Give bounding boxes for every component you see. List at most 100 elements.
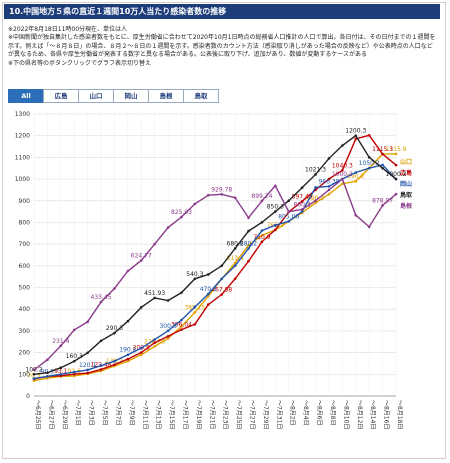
point [274, 228, 277, 232]
point [314, 201, 317, 205]
point [46, 371, 49, 375]
data-label: 624.77 [131, 252, 152, 259]
point [86, 320, 89, 324]
point [113, 287, 116, 290]
filter-button[interactable]: 山口 [78, 89, 114, 103]
point [72, 370, 76, 374]
data-label: 1000.3 [332, 171, 353, 178]
filter-button[interactable]: All [8, 89, 44, 103]
point [354, 213, 358, 217]
series-line [33, 153, 397, 382]
point [193, 277, 197, 281]
filter-button[interactable]: 島根 [148, 89, 184, 103]
legend-label: 鳥取 [400, 191, 413, 199]
point [206, 273, 210, 276]
point [341, 169, 344, 172]
data-label: 899.24 [251, 193, 272, 200]
point [99, 364, 103, 367]
point [166, 329, 170, 333]
point [233, 261, 237, 265]
point [166, 337, 170, 340]
data-label: 1200.3 [345, 128, 366, 135]
data-label: 1040.3 [332, 162, 353, 169]
series-line [33, 134, 397, 375]
point [260, 199, 264, 203]
data-label: 966.38 [318, 178, 339, 185]
point [139, 306, 143, 309]
x-tick-label: ～7月9日 [128, 400, 135, 426]
point [367, 225, 371, 229]
point [327, 185, 331, 188]
data-label: 190.2 [119, 347, 136, 354]
point [193, 311, 197, 314]
x-tick-label: ～7月23日 [222, 400, 229, 429]
point [233, 196, 237, 200]
y-tick-label: 0 [26, 393, 30, 400]
y-tick-label: 1100 [15, 154, 30, 161]
data-label: 680.2 [240, 240, 257, 247]
x-tick-label: ～8月4日 [302, 400, 309, 426]
point [180, 328, 183, 331]
data-label: 710.9 [253, 234, 270, 241]
point [72, 372, 76, 376]
y-tick-label: 600 [19, 263, 31, 270]
point [367, 133, 371, 137]
point [341, 144, 344, 147]
point [113, 359, 116, 363]
x-tick-label: ～8月18日 [396, 400, 403, 429]
chart: 0 100 200 300 400 500 600 700 800 900 1000 1100 1200… [15, 111, 413, 429]
point [314, 173, 317, 176]
x-tick-label: ～8月12日 [356, 400, 363, 429]
point [247, 247, 250, 250]
point [166, 334, 170, 338]
filter-button[interactable]: 広島 [43, 89, 79, 103]
x-tick-label: ～8月6日 [316, 400, 323, 426]
x-tick-label: ～7月31日 [275, 400, 282, 429]
point [394, 152, 398, 156]
point [381, 152, 384, 156]
point [233, 264, 237, 268]
x-tick-label: ～8月10日 [342, 400, 349, 429]
data-label: 120.1 [79, 362, 96, 369]
data-label: 306.04 [171, 322, 192, 329]
x-tick-label: ～8月16日 [383, 400, 390, 429]
x-tick-label: ～7月3日 [88, 400, 95, 426]
data-label: 433.45 [91, 294, 112, 301]
x-tick-label: ～7月7日 [114, 400, 121, 426]
y-tick-label: 700 [19, 241, 31, 248]
point [86, 351, 89, 355]
point [166, 299, 170, 302]
filter-button[interactable]: 岡山 [113, 89, 149, 103]
y-tick-label: 400 [19, 306, 31, 313]
point [327, 192, 331, 196]
point [247, 216, 250, 220]
point [46, 375, 49, 378]
point [139, 259, 143, 262]
point [247, 229, 250, 233]
point [274, 184, 277, 188]
point [113, 331, 116, 335]
point [220, 193, 224, 196]
data-label: 1050.2 [359, 160, 380, 167]
point [394, 192, 398, 196]
legend-label: 島根 [400, 202, 412, 210]
x-tick-label: ～7月29日 [262, 400, 269, 429]
point [247, 259, 250, 263]
point [220, 293, 224, 296]
point [394, 177, 398, 181]
y-tick-label: 800 [19, 219, 31, 226]
point [99, 339, 103, 343]
legend-label: 岡山 [400, 180, 412, 188]
point [300, 186, 304, 189]
data-label: 860.3 [294, 201, 311, 208]
point [287, 220, 291, 223]
point [180, 325, 183, 328]
filter-button[interactable]: 鳥取 [183, 89, 219, 103]
x-tick-label: ～7月27日 [249, 400, 256, 429]
data-label: 990.2 [347, 173, 364, 180]
data-label: 1115.3 [372, 146, 393, 153]
point [32, 379, 36, 383]
point [260, 229, 264, 232]
data-label: 805.06 [278, 213, 299, 220]
point [233, 277, 237, 281]
